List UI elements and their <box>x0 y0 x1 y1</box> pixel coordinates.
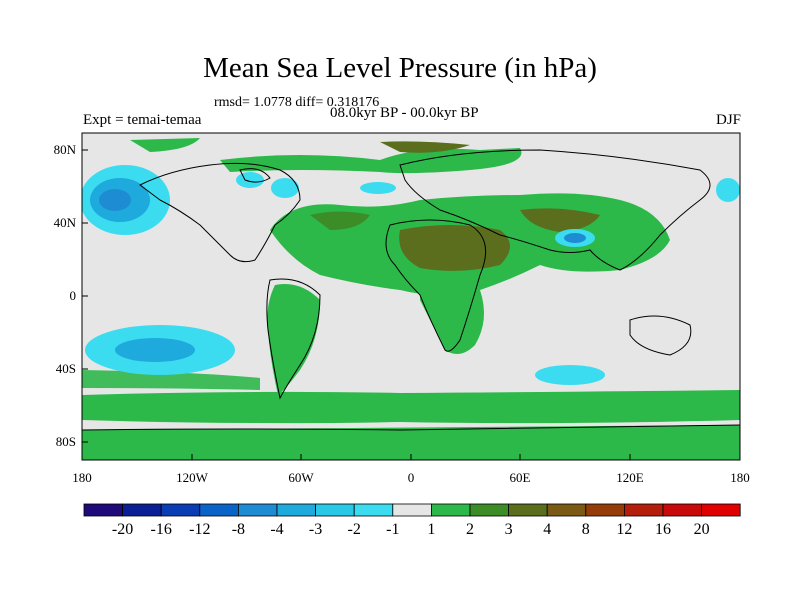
colorbar-swatch <box>237 503 278 517</box>
colorbar-label: -4 <box>270 521 284 538</box>
colorbar-swatch <box>122 503 162 517</box>
colorbar-label: 3 <box>504 521 513 538</box>
colorbar-label: -20 <box>111 521 134 538</box>
colorbar-swatch <box>546 503 587 517</box>
colorbar-label: -12 <box>189 521 211 538</box>
colorbar-label: 20 <box>693 521 710 538</box>
colorbar-swatch <box>662 503 702 517</box>
colorbar-swatch <box>276 503 316 517</box>
colorbar-swatch <box>199 503 239 517</box>
colorbar-label: -16 <box>150 521 172 538</box>
lon-label: 180 <box>730 470 750 485</box>
colorbar-swatch <box>430 503 471 517</box>
colorbar-label: -8 <box>231 521 246 538</box>
stats-text: rmsd= 1.0778 diff= 0.318176 <box>214 95 380 110</box>
lat-label: 40N <box>53 215 76 230</box>
colorbar-label: -3 <box>308 521 323 538</box>
lon-label: 120W <box>176 470 208 485</box>
colorbar-swatch <box>160 503 201 517</box>
colorbar-swatch <box>701 503 741 517</box>
season-label: DJF <box>715 112 741 128</box>
lon-label: 60E <box>509 470 531 485</box>
lon-label: 0 <box>407 470 415 485</box>
colorbar-label: 2 <box>466 521 474 538</box>
experiment-label: Expt = temai-temaa <box>83 112 202 128</box>
lat-label: 80N <box>53 142 76 157</box>
colorbar-swatch <box>83 503 123 517</box>
lat-label: 0 <box>69 288 77 303</box>
lon-label: 60W <box>288 470 314 485</box>
map-field <box>82 133 740 460</box>
colorbar-swatch <box>508 503 548 517</box>
colorbar-label: -2 <box>347 521 361 538</box>
lon-label: 120E <box>616 470 644 485</box>
colorbar-label: 12 <box>616 521 633 538</box>
colorbar-swatch <box>624 503 664 517</box>
colorbar-label: 8 <box>581 521 590 538</box>
colorbar-swatch <box>585 503 625 517</box>
map-title: Mean Sea Level Pressure (in hPa) <box>203 52 597 84</box>
axis-ticks <box>81 149 741 460</box>
lat-label: 80S <box>55 434 76 449</box>
colorbar-label: 16 <box>655 521 671 538</box>
lon-label: 180 <box>72 470 92 485</box>
colorbar-label: 4 <box>543 521 552 538</box>
colorbar-swatch <box>469 503 509 517</box>
coastlines <box>82 149 740 431</box>
colorbar-swatch <box>353 503 394 517</box>
colorbar-swatch <box>315 503 355 517</box>
colorbar-swatch <box>392 503 432 517</box>
lat-label: 40S <box>55 361 76 376</box>
colorbar <box>83 503 741 517</box>
period-label: 08.0kyr BP - 00.0kyr BP <box>330 105 479 121</box>
colorbar-label: -1 <box>386 521 400 538</box>
colorbar-label: 1 <box>427 521 436 538</box>
